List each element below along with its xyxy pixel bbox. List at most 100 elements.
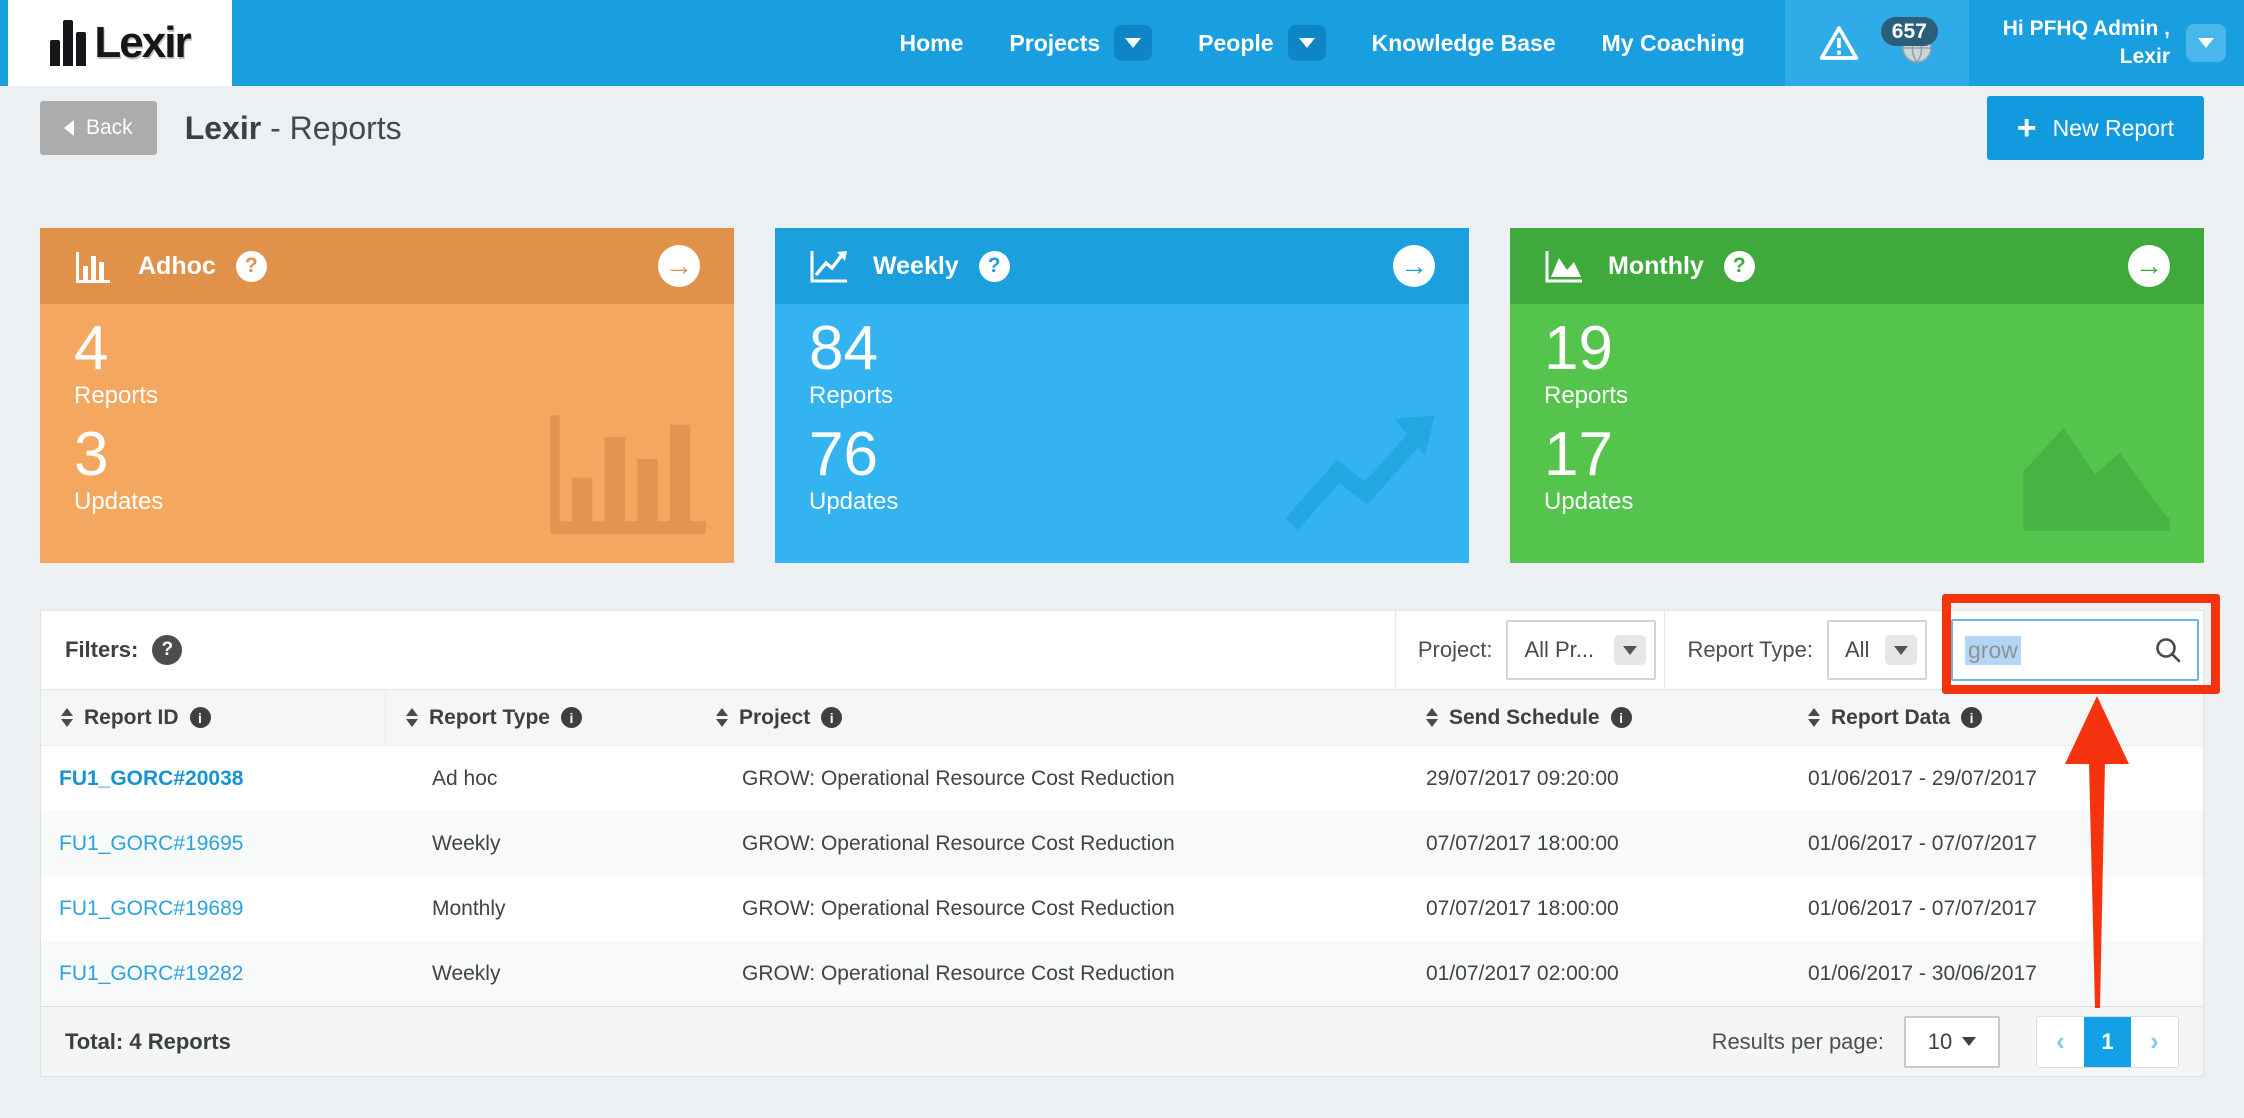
- notifications[interactable]: 657: [1880, 17, 1938, 63]
- sort-icon[interactable]: [1426, 708, 1438, 727]
- report-id-link[interactable]: FU1_GORC#19695: [59, 831, 244, 855]
- table-row: FU1_GORC#20038 Ad hoc GROW: Operational …: [41, 746, 2203, 811]
- project-cell: GROW: Operational Resource Cost Reductio…: [742, 961, 1175, 985]
- chevron-down-icon[interactable]: [1287, 25, 1326, 61]
- send-schedule-cell: 07/07/2017 18:00:00: [1426, 896, 1619, 920]
- divider: [1394, 611, 1396, 689]
- report-type-filter-label: Report Type:: [1687, 637, 1813, 662]
- column-header-send-schedule[interactable]: Send Schedule: [1406, 690, 1788, 745]
- page-header: Back Lexir - Reports New Report: [0, 86, 2244, 170]
- column-header-report-type[interactable]: Report Type: [386, 690, 696, 745]
- column-header-report-data[interactable]: Report Data: [1788, 690, 2203, 745]
- results-per-page-label: Results per page:: [1711, 1028, 1884, 1054]
- bar-chart-icon: [76, 252, 110, 283]
- user-menu[interactable]: Hi PFHQ Admin , Lexir: [2003, 15, 2226, 72]
- report-type-select[interactable]: All: [1827, 620, 1927, 680]
- info-icon[interactable]: [189, 707, 211, 728]
- report-data-cell: 01/06/2017 - 30/06/2017: [1808, 961, 2037, 985]
- send-schedule-cell: 01/07/2017 02:00:00: [1426, 961, 1619, 985]
- column-header-report-id[interactable]: Report ID: [41, 690, 386, 745]
- report-data-cell: 01/06/2017 - 07/07/2017: [1808, 896, 2037, 920]
- reports-label: Reports: [74, 382, 159, 409]
- info-icon[interactable]: [1610, 707, 1632, 728]
- card-title: Weekly: [873, 251, 959, 280]
- report-type-cell: Weekly: [432, 961, 501, 985]
- search-icon[interactable]: [2153, 635, 2183, 665]
- plus-icon: [2017, 111, 2037, 145]
- reports-label: Reports: [1544, 382, 1629, 409]
- chevron-down-icon[interactable]: [2186, 24, 2226, 62]
- previous-page-button[interactable]: [2037, 1016, 2084, 1067]
- chevron-down-icon: [1962, 1037, 1977, 1046]
- search-input[interactable]: grow: [1951, 619, 2199, 681]
- nav-item-people[interactable]: People: [1198, 25, 1326, 61]
- info-icon[interactable]: [560, 707, 582, 728]
- project-select[interactable]: All Pr...: [1506, 620, 1657, 680]
- arrow-right-icon[interactable]: [2128, 245, 2170, 287]
- info-icon[interactable]: [1961, 707, 1983, 728]
- sort-icon[interactable]: [1808, 708, 1820, 727]
- reports-count: 4: [74, 314, 109, 383]
- project-filter-label: Project:: [1417, 637, 1493, 662]
- sort-icon[interactable]: [61, 708, 73, 727]
- card-monthly: Monthly 19 Reports 17 Updates: [1510, 228, 2204, 563]
- project-cell: GROW: Operational Resource Cost Reductio…: [742, 896, 1175, 920]
- report-id-link[interactable]: FU1_GORC#19282: [59, 961, 244, 985]
- updates-count: 3: [74, 420, 109, 489]
- nav-item-home[interactable]: Home: [899, 29, 964, 56]
- area-chart-watermark-icon: [2023, 427, 2170, 531]
- help-icon[interactable]: [1723, 250, 1755, 282]
- project-cell: GROW: Operational Resource Cost Reductio…: [742, 831, 1175, 855]
- summary-cards: Adhoc 4 Reports 3 Updates: [0, 228, 2244, 563]
- table-footer: Total: 4 Reports Results per page: 10 1: [41, 1006, 2203, 1076]
- top-nav: Lexir Home Projects People Knowledge Bas…: [0, 0, 2244, 86]
- card-title: Adhoc: [138, 251, 216, 280]
- updates-label: Updates: [809, 488, 899, 515]
- table-row: FU1_GORC#19689 Monthly GROW: Operational…: [41, 876, 2203, 941]
- total-reports: Total: 4 Reports: [65, 1028, 231, 1054]
- sort-icon[interactable]: [406, 708, 418, 727]
- notification-badge[interactable]: 657: [1880, 17, 1938, 47]
- help-icon[interactable]: [978, 250, 1010, 282]
- search-value: grow: [1965, 635, 2021, 665]
- warning-icon[interactable]: [1819, 24, 1859, 62]
- nav-item-knowledge-base[interactable]: Knowledge Base: [1371, 29, 1556, 56]
- column-header-project[interactable]: Project: [696, 690, 1406, 745]
- chevron-down-icon: [1614, 635, 1647, 665]
- table-row: FU1_GORC#19695 Weekly GROW: Operational …: [41, 811, 2203, 876]
- report-type-cell: Weekly: [432, 831, 501, 855]
- next-page-button[interactable]: [2131, 1016, 2178, 1067]
- reports-label: Reports: [809, 382, 894, 409]
- filters-label: Filters:: [65, 637, 139, 662]
- updates-count: 17: [1544, 420, 1613, 489]
- project-cell: GROW: Operational Resource Cost Reductio…: [742, 766, 1175, 790]
- info-icon[interactable]: [821, 707, 843, 728]
- results-per-page-select[interactable]: 10: [1904, 1015, 2000, 1068]
- nav-item-projects[interactable]: Projects: [1009, 25, 1153, 61]
- line-chart-watermark-icon: [1285, 415, 1435, 530]
- table-header: Report ID Report Type Project Send Sched…: [41, 689, 2203, 746]
- chevron-down-icon: [1885, 635, 1917, 665]
- brand-name: Lexir: [94, 18, 191, 67]
- reports-count: 19: [1544, 314, 1613, 383]
- send-schedule-cell: 29/07/2017 09:20:00: [1426, 766, 1619, 790]
- current-page-button[interactable]: 1: [2084, 1016, 2131, 1067]
- report-id-link[interactable]: FU1_GORC#19689: [59, 896, 244, 920]
- nav-item-my-coaching[interactable]: My Coaching: [1601, 29, 1745, 56]
- brand-logo[interactable]: Lexir: [8, 0, 232, 86]
- new-report-button[interactable]: New Report: [1986, 96, 2204, 160]
- buildings-icon: [50, 20, 87, 66]
- report-id-link[interactable]: FU1_GORC#20038: [59, 766, 244, 790]
- chevron-down-icon[interactable]: [1114, 25, 1153, 61]
- back-button[interactable]: Back: [40, 101, 157, 155]
- card-title: Monthly: [1608, 251, 1704, 280]
- divider: [1664, 611, 1666, 689]
- send-schedule-cell: 07/07/2017 18:00:00: [1426, 831, 1619, 855]
- sort-icon[interactable]: [716, 708, 728, 727]
- help-icon[interactable]: [235, 250, 267, 282]
- arrow-right-icon[interactable]: [658, 245, 700, 287]
- help-icon[interactable]: [152, 635, 183, 665]
- report-data-cell: 01/06/2017 - 07/07/2017: [1808, 831, 2037, 855]
- arrow-right-icon[interactable]: [1393, 245, 1435, 287]
- nav-menu: Home Projects People Knowledge Base My C…: [900, 25, 1745, 61]
